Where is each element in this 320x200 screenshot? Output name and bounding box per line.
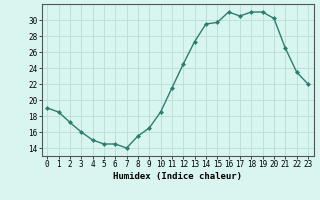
- X-axis label: Humidex (Indice chaleur): Humidex (Indice chaleur): [113, 172, 242, 181]
